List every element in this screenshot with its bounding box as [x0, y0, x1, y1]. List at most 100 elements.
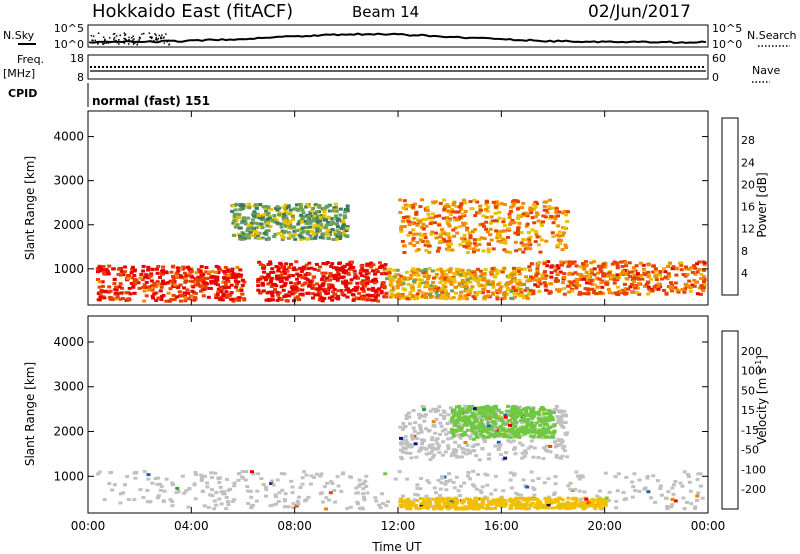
data-cell-0: [208, 287, 213, 290]
data-cell-0: [161, 265, 166, 269]
data-cell-4: [475, 211, 480, 215]
data-cell-0: [268, 504, 273, 508]
data-cell-2: [490, 269, 495, 273]
data-cell-1: [279, 262, 284, 266]
data-cell-1: [559, 418, 564, 422]
data-cell-0: [622, 498, 627, 501]
data-cell-0: [696, 491, 701, 495]
data-cell-3: [702, 261, 707, 265]
data-cell-4: [401, 216, 406, 219]
data-cell-2: [478, 269, 483, 273]
data-cell-0: [150, 294, 155, 298]
data-cell-2: [511, 432, 515, 436]
nsearch-dot: [126, 40, 128, 42]
data-cell-3: [642, 284, 647, 288]
data-cell-3: [599, 281, 604, 285]
data-cell-4: [423, 236, 428, 240]
data-cell-2: [417, 284, 422, 288]
data-cell-4: [438, 240, 443, 244]
data-cell-2: [523, 420, 528, 423]
data-cell-5: [291, 218, 296, 221]
data-cell-5: [309, 219, 314, 223]
data-cell-3: [629, 282, 634, 286]
data-cell-4: [407, 220, 411, 224]
data-cell-0: [670, 497, 675, 501]
data-cell-5: [253, 203, 258, 207]
data-cell-5: [272, 216, 277, 220]
data-cell-2: [510, 417, 515, 420]
data-cell-2: [508, 435, 513, 439]
data-cell-3: [590, 500, 595, 504]
data-cell-4: [515, 207, 520, 211]
data-cell-1: [496, 419, 501, 423]
data-cell-1: [311, 283, 316, 287]
data-cell-4: [481, 214, 486, 218]
data-cell-0: [329, 480, 334, 484]
data-cell-4: [462, 214, 467, 218]
data-cell-2: [475, 279, 480, 283]
data-cell-0: [196, 275, 201, 279]
data-cell-0: [129, 271, 134, 275]
data-cell-2: [405, 276, 410, 280]
data-cell-0: [232, 481, 237, 485]
data-cell-3: [542, 272, 547, 276]
y-tick-label: 4000: [53, 335, 84, 349]
data-cell-5: [254, 215, 259, 219]
data-cell-3: [641, 263, 646, 267]
data-cell-4: [399, 225, 404, 229]
data-cell-3: [628, 285, 633, 289]
data-cell-0: [96, 270, 100, 274]
data-cell-2: [537, 418, 542, 422]
data-cell-3: [566, 284, 571, 288]
data-cell-3: [688, 289, 693, 293]
nsearch-dot: [113, 40, 116, 42]
data-cell-2: [473, 426, 478, 430]
data-cell-5: [299, 218, 304, 222]
data-cell-2: [400, 294, 405, 298]
nsearch-dot: [119, 34, 121, 37]
data-cell-4: [445, 202, 450, 206]
data-cell-1: [477, 458, 482, 462]
data-cell-3: [621, 270, 625, 273]
data-cell-1: [420, 405, 425, 408]
data-cell-0: [568, 481, 573, 485]
data-cell-0: [309, 474, 314, 478]
data-cell-0: [223, 266, 228, 269]
data-cell-0: [698, 484, 703, 488]
data-cell-2: [495, 297, 500, 301]
data-cell-0: [206, 295, 211, 299]
data-cell-3: [414, 506, 419, 510]
data-cell-4: [517, 221, 522, 225]
data-cell-3: [407, 501, 412, 505]
data-cell-5: [336, 217, 341, 221]
data-cell-1: [561, 426, 566, 429]
data-cell-0: [651, 474, 656, 478]
data-cell-4: [500, 241, 505, 244]
data-cell-5: [231, 233, 236, 237]
data-cell-5: [331, 237, 336, 241]
data-cell-1: [269, 276, 274, 280]
data-cell-3: [583, 260, 588, 264]
data-cell-0: [183, 271, 187, 275]
data-cell-0: [147, 274, 152, 278]
data-cell-3: [535, 269, 540, 273]
data-cell-3: [615, 261, 619, 265]
nsearch-dot: [113, 38, 115, 40]
data-cell-1: [486, 457, 491, 461]
data-cell-2: [523, 432, 527, 436]
data-cell-2: [530, 426, 535, 430]
data-cell-0: [106, 272, 111, 276]
data-cell-1: [257, 260, 262, 264]
data-cell-4: [489, 215, 494, 219]
data-cell-3: [628, 270, 632, 274]
data-cell-4: [421, 222, 426, 226]
data-cell-0: [170, 280, 174, 284]
data-cell-1: [542, 446, 546, 450]
data-cell-1: [370, 269, 375, 273]
data-cell-4: [494, 219, 499, 223]
data-cell-5: [257, 231, 262, 235]
data-cell-1: [284, 262, 289, 266]
data-cell-0: [214, 491, 219, 494]
data-cell-2: [519, 291, 524, 295]
data-cell-4: [501, 229, 506, 233]
